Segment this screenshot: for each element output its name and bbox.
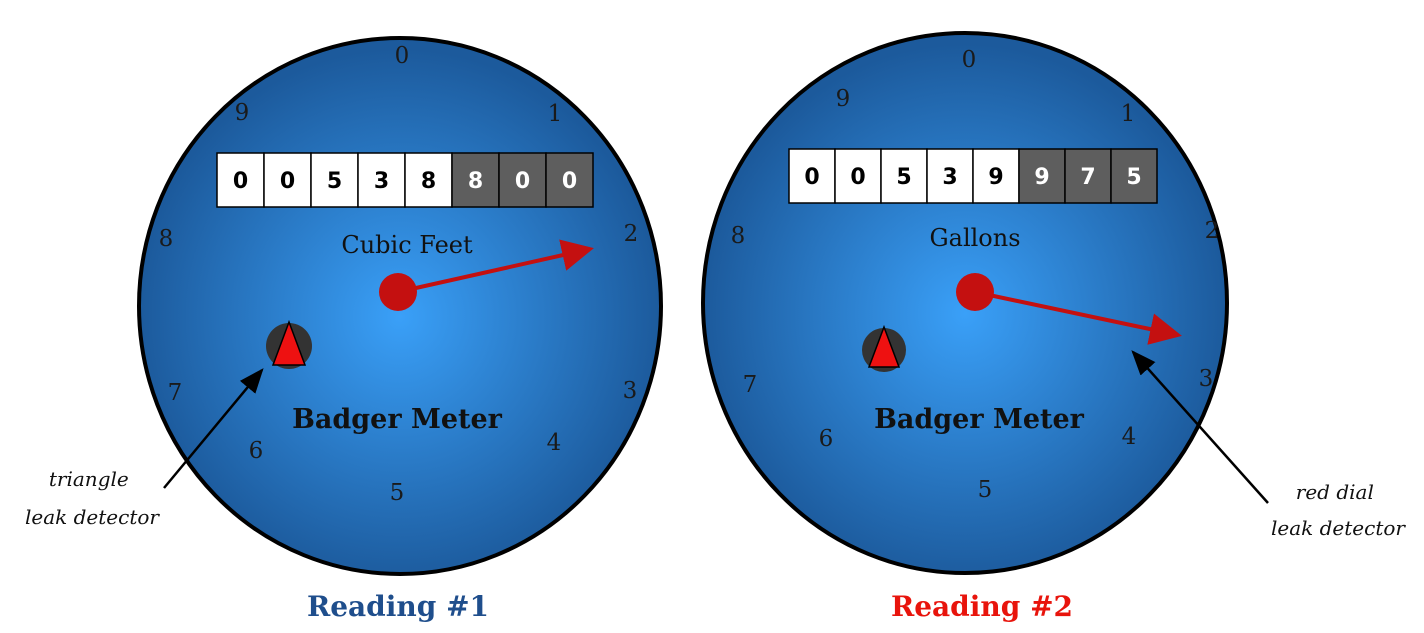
meter-1-dial-number-2: 2	[624, 221, 639, 247]
meter-1-unit-label: Cubic Feet	[341, 231, 473, 259]
meter-2-dial-number-0: 0	[962, 47, 977, 73]
meter-2-leak-detector-icon	[862, 324, 906, 372]
meter-1-leak-detector-icon	[266, 319, 312, 369]
odometer-digit: 8	[468, 169, 483, 194]
odometer-cell-dark	[451, 152, 500, 208]
meter-2-dial-number-8: 8	[731, 223, 746, 249]
meter-2-dial-number-4: 4	[1122, 424, 1137, 450]
meter-2-annotation-arrow	[1131, 350, 1269, 504]
odometer-digit: 0	[233, 169, 248, 194]
odometer-digit: 9	[988, 165, 1003, 190]
odometer-cell	[216, 152, 265, 208]
odometer-digit: 8	[421, 169, 436, 194]
meter-2-dial-number-7: 7	[743, 372, 758, 398]
annotation-line: red dial	[1296, 480, 1374, 504]
meter-1-dial-number-0: 0	[395, 43, 410, 69]
meter-2-dial-number-9: 9	[836, 86, 851, 112]
meter-2-odometer: 0 0 5 3 9 9 7 5	[788, 148, 1158, 204]
odometer-cell-dark	[1064, 148, 1112, 204]
meter-2-unit-label: Gallons	[929, 224, 1020, 252]
odometer-digit: 7	[1080, 165, 1095, 190]
annotation-line: leak detector	[1271, 516, 1406, 540]
odometer-digit: 0	[850, 165, 865, 190]
odometer-digit: 0	[280, 169, 295, 194]
odometer-cell-dark	[1018, 148, 1066, 204]
odometer-cell	[834, 148, 882, 204]
meter-1-odometer: 0 0 5 3 8 8 0 0	[216, 152, 594, 208]
meter-1-dial-number-9: 9	[235, 100, 250, 126]
odometer-digit: 3	[374, 169, 389, 194]
meter-1-annotation-arrow	[163, 368, 264, 489]
odometer-cell	[404, 152, 453, 208]
odometer-digit: 0	[515, 169, 530, 194]
meter-2-brand-label: Badger Meter	[874, 404, 1085, 435]
meter-2-needle-hub	[956, 273, 994, 311]
odometer-cell	[357, 152, 406, 208]
meter-1-dial-number-3: 3	[623, 378, 638, 404]
annotation-line: leak detector	[25, 505, 160, 529]
meter-1-annotation: triangle leak detector	[25, 467, 160, 529]
meter-2-dial-number-6: 6	[819, 426, 834, 452]
meter-1-dial-number-1: 1	[548, 101, 563, 127]
annotation-line: triangle	[49, 467, 129, 491]
odometer-digit: 5	[1126, 165, 1141, 190]
odometer-cell	[880, 148, 928, 204]
meter-2-dial-number-5: 5	[978, 477, 993, 503]
meter-1-dial-number-5: 5	[390, 480, 405, 506]
odometer-cell-dark	[1110, 148, 1158, 204]
odometer-cell	[310, 152, 359, 208]
odometer-digit: 0	[562, 169, 577, 194]
meter-2-annotation: red dial leak detector	[1271, 480, 1406, 540]
meter-2-caption: Reading #2	[891, 590, 1073, 623]
odometer-digit: 5	[327, 169, 342, 194]
meter-2-dial-number-3: 3	[1199, 366, 1214, 392]
odometer-digit: 3	[942, 165, 957, 190]
odometer-cell	[972, 148, 1020, 204]
meter-1: 0 1 2 3 4 5 6 7 8 9 0 0 5 3 8 8 0 0 Cubi…	[25, 36, 663, 623]
odometer-digit: 0	[804, 165, 819, 190]
meter-1-dial-number-8: 8	[159, 226, 174, 252]
meter-1-dial-number-6: 6	[249, 438, 264, 464]
odometer-cell-dark	[545, 152, 594, 208]
meter-2-dial-number-1: 1	[1121, 101, 1136, 127]
meter-1-brand-label: Badger Meter	[292, 404, 503, 435]
odometer-digit: 9	[1034, 165, 1049, 190]
odometer-cell	[263, 152, 312, 208]
meter-1-needle	[397, 239, 594, 294]
meter-2-needle	[974, 290, 1182, 345]
meter-2: 0 1 2 3 4 5 6 7 8 9 0 0 5 3 9 9 7 5 Gall…	[701, 31, 1406, 623]
meter-1-caption: Reading #1	[307, 590, 489, 623]
odometer-cell	[788, 148, 836, 204]
odometer-digit: 5	[896, 165, 911, 190]
meter-1-needle-hub	[379, 273, 417, 311]
meter-1-dial-number-7: 7	[168, 380, 183, 406]
odometer-cell	[926, 148, 974, 204]
meter-1-dial-number-4: 4	[547, 430, 562, 456]
meter-2-dial-number-2: 2	[1205, 218, 1220, 244]
